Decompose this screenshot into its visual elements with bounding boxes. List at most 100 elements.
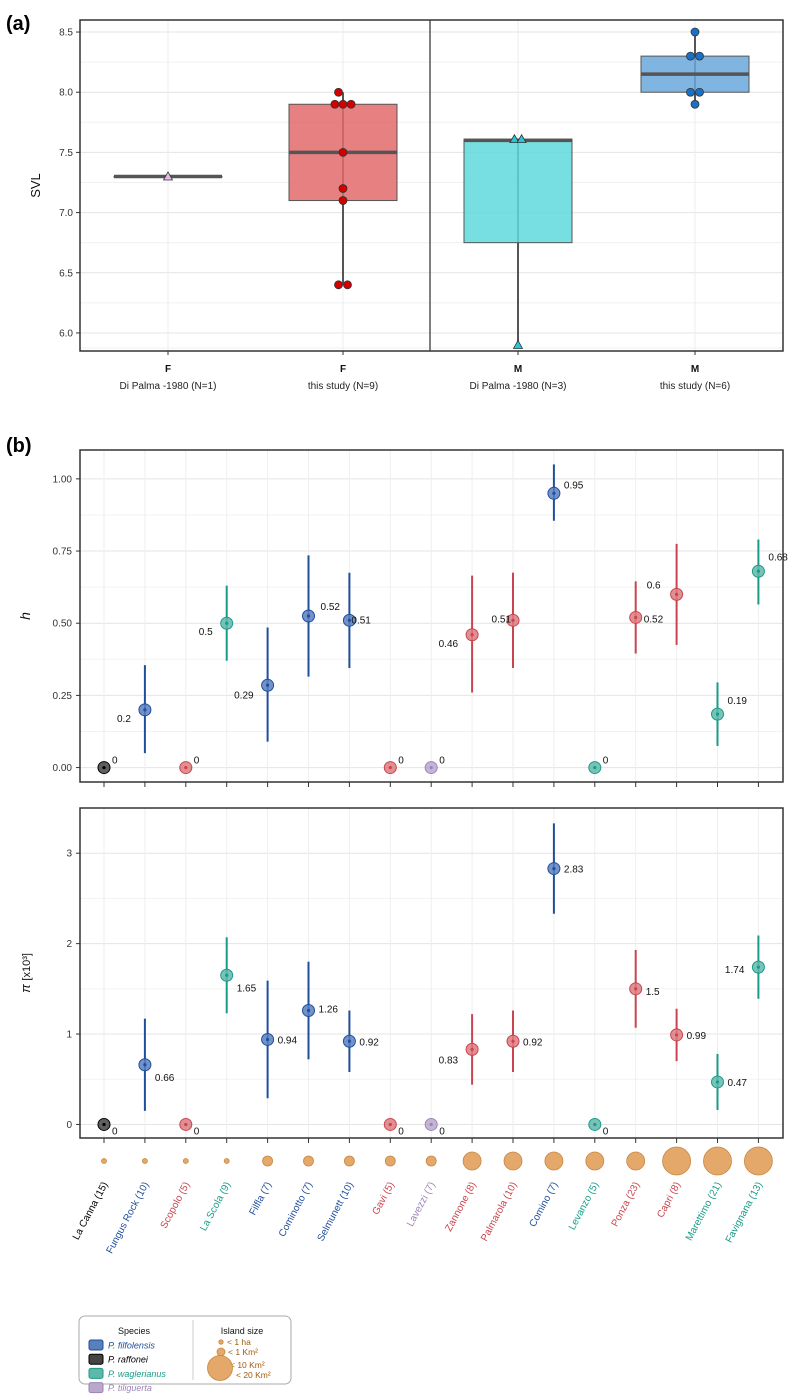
legend-size-label: < 1 ha — [227, 1337, 251, 1347]
panel-a-border — [79, 19, 784, 352]
island-size-circle — [544, 1151, 564, 1171]
data-label: 0.52 — [644, 614, 664, 625]
data-point — [512, 339, 524, 349]
data-point-center — [102, 1122, 106, 1127]
data-point — [346, 99, 356, 109]
island-name-label: Cominotto (7) — [277, 1180, 315, 1239]
data-point-center — [347, 1039, 351, 1043]
data-label: 0.47 — [728, 1078, 748, 1089]
legend-species-swatch — [88, 1382, 104, 1394]
data-point-center — [593, 765, 597, 770]
data-label: 0 — [194, 1126, 200, 1137]
y-tick-label-h: 0.25 — [53, 691, 73, 702]
legend-species-label: P. raffonei — [108, 1355, 149, 1365]
panel-b-border-pi — [79, 807, 784, 1139]
data-label: 0 — [194, 756, 200, 767]
data-point-center — [143, 1063, 147, 1067]
data-label: 0.5 — [199, 627, 213, 638]
legend-size-circle — [218, 1339, 224, 1345]
y-tick-label-a: 8.5 — [59, 28, 73, 39]
data-label: 0 — [398, 1126, 404, 1137]
data-point-center — [306, 1008, 311, 1013]
data-point-center — [511, 1039, 515, 1043]
island-size-circle — [101, 1158, 107, 1164]
category-sex-label: F — [165, 364, 171, 375]
data-point-center — [347, 618, 351, 622]
data-point-center — [266, 683, 270, 687]
y-tick-label-pi: 3 — [66, 849, 72, 860]
category-sex-label: M — [691, 364, 699, 375]
data-point-center — [143, 708, 147, 712]
data-point — [338, 99, 348, 109]
island-size-circle — [503, 1151, 523, 1171]
data-point-center — [511, 618, 515, 622]
category-label: Di Palma -1980 (N=1) — [120, 381, 217, 392]
y-tick-label-h: 0.00 — [53, 763, 73, 774]
box — [463, 138, 573, 244]
category-label: this study (N=9) — [308, 381, 378, 392]
data-label: 0.83 — [439, 1055, 459, 1066]
panel-b-tag: (b) — [6, 435, 32, 457]
data-point — [334, 280, 343, 290]
data-point — [516, 133, 527, 144]
data-point — [686, 87, 695, 97]
data-label: 0 — [112, 1126, 118, 1137]
data-label: 0.51 — [492, 614, 512, 625]
island-name-label: Zannone (8) — [443, 1180, 478, 1233]
island-size-circle — [744, 1146, 773, 1176]
data-point — [338, 196, 348, 205]
island-size-circle — [585, 1151, 605, 1171]
panel-a-tag: (a) — [6, 13, 30, 35]
data-point — [162, 171, 174, 181]
y-axis-symbol: π — [18, 981, 33, 993]
island-name-label: Gavi (5) — [371, 1180, 397, 1217]
data-point-center — [184, 765, 188, 770]
data-label: 2.83 — [564, 865, 584, 876]
y-tick-label-a: 7.0 — [59, 208, 73, 219]
data-point — [695, 51, 704, 61]
island-size-circle — [182, 1158, 189, 1164]
island-name-label: La Canna (15) — [71, 1180, 111, 1242]
data-point-center — [388, 765, 392, 770]
data-point-center — [715, 1080, 720, 1084]
data-label: 0 — [112, 756, 118, 767]
data-point-center — [470, 1047, 474, 1051]
data-point-center — [715, 712, 720, 716]
y-tick-label-pi: 2 — [66, 939, 72, 950]
data-point — [338, 184, 348, 193]
y-axis-label-pi: π [x10³] — [18, 953, 33, 993]
island-name-label: Levanzo (5) — [567, 1180, 602, 1232]
data-label: 0 — [603, 1126, 609, 1137]
legend-size-label: < 1 Km² — [228, 1347, 258, 1357]
island-name-label: Palmarola (10) — [479, 1180, 520, 1243]
y-tick-label-pi: 0 — [66, 1120, 72, 1131]
data-point-center — [552, 491, 556, 495]
island-size-circle — [703, 1146, 732, 1176]
y-tick-label-pi: 1 — [66, 1030, 72, 1041]
y-axis-label-a: SVL — [28, 173, 43, 198]
data-label: 0.68 — [768, 552, 788, 563]
island-size-circle — [141, 1158, 148, 1164]
data-label: 1.26 — [319, 1005, 339, 1016]
data-label: 0.46 — [439, 639, 459, 650]
category-label: this study (N=6) — [660, 381, 730, 392]
legend-species-swatch — [88, 1339, 104, 1351]
data-label: 0 — [603, 756, 609, 767]
data-point-center — [306, 614, 311, 618]
data-point-center — [756, 965, 761, 969]
legend-species-swatch — [88, 1353, 104, 1365]
data-label: 0.19 — [728, 696, 748, 707]
legend-size-title: Island size — [221, 1326, 264, 1336]
legend-species-label: P. filfolensis — [108, 1341, 155, 1351]
data-label: 0 — [398, 756, 404, 767]
data-point-center — [470, 633, 474, 637]
data-label: 0.99 — [687, 1031, 707, 1042]
data-point — [334, 87, 343, 97]
data-point-center — [225, 973, 229, 977]
island-size-circle — [462, 1151, 482, 1171]
y-tick-label-a: 6.0 — [59, 328, 73, 339]
data-label: 0.51 — [351, 615, 371, 626]
legend-box — [78, 1315, 292, 1385]
y-axis-label-h: h — [17, 612, 33, 620]
legend-size-circle — [216, 1347, 226, 1357]
